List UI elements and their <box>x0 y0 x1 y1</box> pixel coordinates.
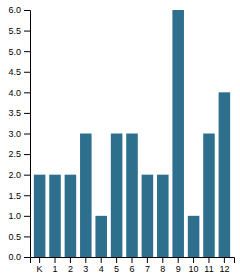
bar <box>34 175 46 257</box>
x-tick-mark <box>101 257 102 263</box>
x-tick-mark <box>132 257 133 263</box>
y-tick: 0.5 <box>8 232 30 242</box>
bars <box>34 10 230 257</box>
x-tick-mark <box>208 257 209 263</box>
x-tick-mark <box>224 257 225 263</box>
x-axis: K123456789101112 <box>31 257 235 274</box>
y-tick-label: 6.0 <box>8 5 21 15</box>
y-tick-label: 2.5 <box>8 149 21 159</box>
x-tick-mark <box>116 257 117 263</box>
y-tick: 2.5 <box>8 149 30 159</box>
y-tick: 4.0 <box>8 88 30 98</box>
y-tick-label: 4.0 <box>8 88 21 98</box>
x-tick: 3 <box>83 257 88 274</box>
plot: 0.0 0.5 1.0 1.5 2.0 2.5 3.0 3.5 4.0 4.5 5.0 5.5 6.0 K… <box>8 5 234 274</box>
y-tick-label: 2.0 <box>8 170 21 180</box>
x-tick-label: 10 <box>189 264 199 274</box>
y-tick-mark <box>24 195 30 196</box>
y-tick-label: 5.0 <box>8 47 21 57</box>
x-tick-label: 9 <box>176 264 181 274</box>
x-tick-label: 12 <box>219 264 229 274</box>
y-tick-mark <box>24 236 30 237</box>
x-tick-mark <box>39 257 40 263</box>
y-tick: 3.0 <box>8 129 30 139</box>
y-tick-mark <box>24 113 30 114</box>
y-tick-mark <box>24 216 30 217</box>
x-tick: 12 <box>219 257 229 274</box>
y-tick-label: 0.0 <box>8 252 21 262</box>
y-tick-mark <box>24 175 30 176</box>
bar <box>111 134 123 258</box>
y-tick-mark <box>24 72 30 73</box>
x-tick-label: 1 <box>53 264 58 274</box>
x-tick-mark <box>147 257 148 263</box>
y-tick-label: 1.5 <box>8 191 21 201</box>
bar <box>188 216 200 257</box>
y-tick-mark <box>24 92 30 93</box>
x-tick-mark <box>55 257 56 263</box>
y-tick-label: 4.5 <box>8 67 21 77</box>
bar <box>172 10 184 257</box>
bar <box>95 216 107 257</box>
x-tick-label: 2 <box>68 264 73 274</box>
y-tick-label: 0.5 <box>8 232 21 242</box>
y-tick-mark <box>24 10 30 11</box>
bar <box>80 134 92 258</box>
x-tick: 7 <box>145 257 150 274</box>
y-tick-label: 3.0 <box>8 129 21 139</box>
x-tick-label: K <box>37 264 43 274</box>
y-tick-label: 5.5 <box>8 26 21 36</box>
x-tick: 8 <box>160 257 165 274</box>
bar <box>49 175 61 257</box>
y-tick: 3.5 <box>8 108 30 118</box>
chart: 0.0 0.5 1.0 1.5 2.0 2.5 3.0 3.5 4.0 4.5 5.0 5.5 6.0 K… <box>0 0 240 277</box>
x-tick: 5 <box>114 257 119 274</box>
x-tick-mark <box>70 257 71 263</box>
y-tick: 6.0 <box>8 5 30 15</box>
y-axis-line <box>24 11 31 258</box>
y-tick-mark <box>24 51 30 52</box>
x-tick-mark <box>193 257 194 263</box>
y-tick-label: 1.0 <box>8 211 21 221</box>
x-tick: 1 <box>53 257 58 274</box>
y-tick-label: 3.5 <box>8 108 21 118</box>
x-tick: 6 <box>129 257 134 274</box>
x-tick-label: 11 <box>204 264 213 274</box>
y-tick: 1.0 <box>8 211 30 221</box>
x-tick: 4 <box>99 257 104 274</box>
bar <box>65 175 77 257</box>
x-tick-label: 8 <box>160 264 165 274</box>
y-tick-mark <box>24 154 30 155</box>
x-tick: K <box>37 257 43 274</box>
x-tick: 11 <box>204 257 213 274</box>
y-tick-mark <box>24 257 30 258</box>
x-tick: 2 <box>68 257 73 274</box>
y-tick: 0.0 <box>8 252 30 262</box>
x-tick-mark <box>162 257 163 263</box>
y-tick: 1.5 <box>8 191 30 201</box>
y-tick: 5.0 <box>8 47 30 57</box>
x-tick-label: 7 <box>145 264 150 274</box>
x-tick-mark <box>85 257 86 263</box>
x-tick-label: 4 <box>99 264 104 274</box>
y-tick: 4.5 <box>8 67 30 77</box>
x-tick-mark <box>178 257 179 263</box>
bar <box>126 134 138 258</box>
y-tick-mark <box>24 134 30 135</box>
x-tick: 9 <box>176 257 181 274</box>
bar <box>157 175 169 257</box>
x-tick-label: 3 <box>83 264 88 274</box>
bar <box>203 134 215 258</box>
bar <box>219 92 231 257</box>
x-tick: 10 <box>189 257 199 274</box>
y-tick-mark <box>24 31 30 32</box>
x-axis-line <box>31 258 235 264</box>
y-tick: 5.5 <box>8 26 30 36</box>
y-axis: 0.0 0.5 1.0 1.5 2.0 2.5 3.0 3.5 4.0 4.5 5.0 5.5 6.0 <box>8 5 30 262</box>
bar <box>142 175 154 257</box>
x-tick-label: 6 <box>129 264 134 274</box>
x-tick-label: 5 <box>114 264 119 274</box>
y-tick: 2.0 <box>8 170 30 180</box>
